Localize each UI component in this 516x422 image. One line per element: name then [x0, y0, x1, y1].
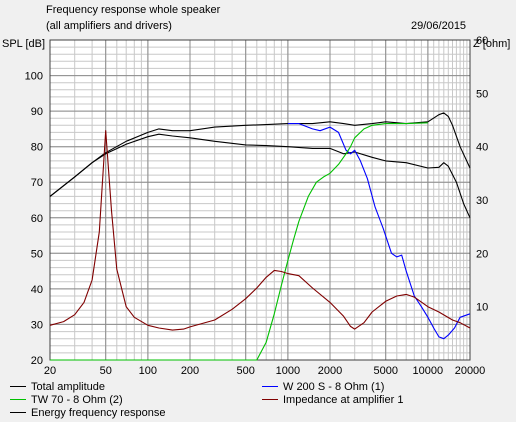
y2-tick-label: 10 — [476, 302, 488, 314]
frequency-response-chart: 20 30 40 50 60 70 80 90 100 10 20 30 40 50 60 20 50 100 20… — [25, 35, 489, 377]
legend-swatch-blue — [262, 385, 278, 387]
legend-energy: Energy frequency response — [10, 407, 166, 420]
x-tick-label: 20 — [44, 365, 56, 377]
y-tick-label: 20 — [31, 355, 43, 367]
plot-area — [50, 40, 470, 360]
legend-label: TW 70 - 8 Ohm (2) — [31, 394, 123, 406]
x-tick-label: 500 — [237, 365, 255, 377]
chart-title: Frequency response whole speaker — [46, 4, 221, 16]
x-tick-label: 2000 — [318, 365, 342, 377]
y2-tick-label: 50 — [476, 88, 488, 100]
chart-subtitle: (all amplifiers and drivers) — [46, 20, 172, 32]
y-tick-label: 90 — [31, 106, 43, 118]
series-line-4 — [50, 122, 428, 361]
y-tick-label: 50 — [31, 248, 43, 260]
y2-tick-label: 30 — [476, 195, 488, 207]
y2-axis-label: Z [ohm] — [473, 38, 511, 50]
y-tick-label: 30 — [31, 319, 43, 331]
y-tick-label: 80 — [31, 142, 43, 154]
x-tick-label: 200 — [181, 365, 199, 377]
series-line-2 — [49, 133, 471, 219]
x-tick-label: 10000 — [413, 365, 444, 377]
legend-swatch-black — [10, 385, 26, 387]
y-tick-label: 70 — [31, 177, 43, 189]
x-tick-label: 100 — [139, 365, 157, 377]
x-tick-label: 20000 — [455, 365, 486, 377]
series-line-3 — [287, 123, 471, 340]
y2-tick-label: 60 — [476, 35, 488, 47]
y-tick-label: 60 — [31, 213, 43, 225]
series-line-5 — [49, 130, 471, 331]
legend-impedance: Impedance at amplifier 1 — [262, 394, 403, 407]
legend-woofer: W 200 S - 8 Ohm (1) — [262, 381, 384, 394]
legend-label: Total amplitude — [31, 381, 105, 393]
y2-tick-label: 20 — [476, 248, 488, 260]
x-tick-label: 50 — [100, 365, 112, 377]
x-tick-label: 5000 — [373, 365, 397, 377]
y-tick-label: 100 — [25, 71, 43, 83]
x-tick-label: 1000 — [276, 365, 300, 377]
legend-swatch-red — [262, 398, 278, 400]
legend-tweeter: TW 70 - 8 Ohm (2) — [10, 394, 123, 407]
chart-date: 29/06/2015 — [411, 20, 467, 32]
series-line-1 — [49, 112, 471, 197]
y-axis-label: SPL [dB] — [2, 38, 46, 50]
legend-swatch-green — [10, 398, 26, 400]
legend-label: Energy frequency response — [31, 407, 166, 419]
legend-label: W 200 S - 8 Ohm (1) — [283, 381, 385, 393]
legend-total-amplitude: Total amplitude — [10, 381, 105, 394]
plot-frame — [49, 39, 471, 361]
legend-label: Impedance at amplifier 1 — [283, 394, 404, 406]
y-tick-label: 40 — [31, 284, 43, 296]
y2-tick-label: 40 — [476, 142, 488, 154]
legend-swatch-black — [10, 411, 26, 413]
